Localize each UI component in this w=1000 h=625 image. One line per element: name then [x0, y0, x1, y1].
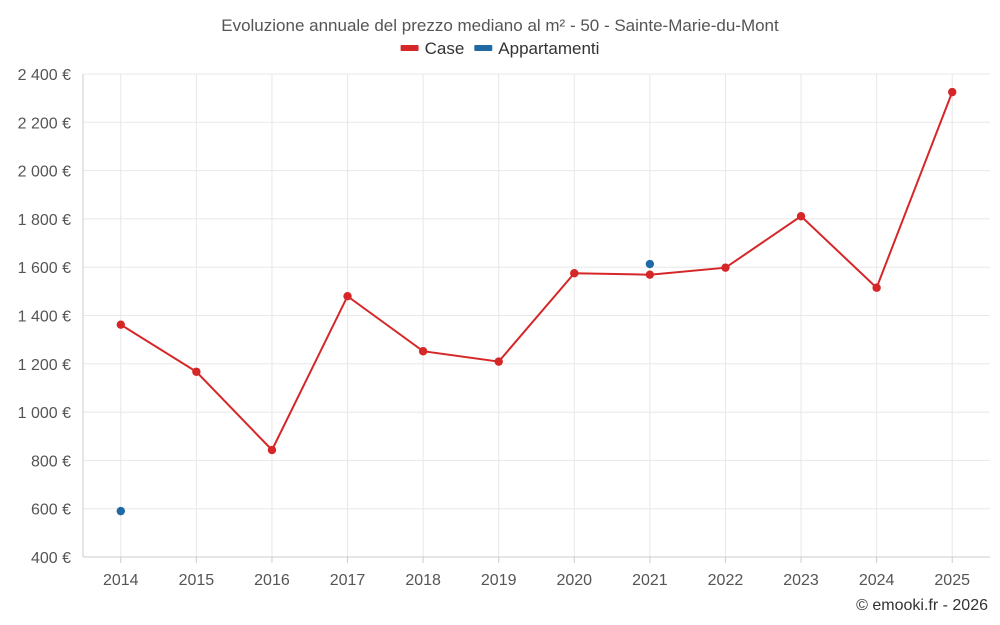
y-tick-label: 400 € [31, 550, 71, 567]
legend-item-appartamenti[interactable]: Appartamenti [474, 39, 599, 58]
x-tick-label: 2017 [330, 572, 366, 589]
legend-swatch-appartamenti [474, 45, 493, 51]
data-point-case[interactable] [872, 283, 881, 292]
y-tick-label: 800 € [31, 453, 71, 470]
legend-label-case: Case [425, 39, 465, 58]
y-tick-label: 1 200 € [18, 357, 71, 374]
y-axis: 400 € 600 € 800 € 1 000 € 1 200 € 1 400 € 1 60… [18, 67, 84, 567]
x-axis: 2014 2015 2016 2017 2018 2019 2020 2021 2022 2023… [83, 556, 990, 589]
series-appartamenti [116, 259, 655, 516]
grid [83, 73, 990, 558]
legend: Case Appartamenti [400, 39, 599, 58]
x-tick-label: 2023 [783, 572, 819, 589]
series [116, 87, 957, 516]
data-point-case[interactable] [948, 87, 957, 97]
data-point-case[interactable] [494, 357, 503, 366]
data-point-case[interactable] [796, 212, 806, 221]
y-tick-label: 1 400 € [18, 309, 71, 326]
legend-item-case[interactable]: Case [400, 39, 465, 58]
data-point-case[interactable] [343, 291, 352, 301]
data-point-case[interactable] [192, 367, 201, 376]
y-tick-label: 2 200 € [18, 115, 71, 132]
data-point-case[interactable] [645, 270, 655, 279]
data-point-case[interactable] [721, 263, 730, 272]
x-tick-label: 2014 [103, 572, 139, 589]
y-tick-label: 1 800 € [18, 212, 71, 229]
data-point-appartamenti[interactable] [116, 506, 125, 516]
y-tick-label: 1 000 € [18, 405, 71, 422]
y-tick-label: 1 600 € [18, 260, 71, 277]
x-tick-label: 2021 [632, 572, 668, 589]
data-point-appartamenti[interactable] [645, 259, 655, 269]
data-point-case[interactable] [267, 445, 277, 455]
x-tick-label: 2025 [934, 572, 970, 589]
series-case [116, 87, 957, 455]
x-tick-label: 2024 [859, 572, 895, 589]
data-point-case[interactable] [116, 320, 125, 329]
data-point-case[interactable] [570, 269, 579, 278]
x-tick-label: 2022 [708, 572, 744, 589]
data-point-case[interactable] [418, 347, 428, 356]
x-tick-label: 2020 [556, 572, 592, 589]
y-tick-label: 2 000 € [18, 164, 71, 181]
chart-title: Evoluzione annuale del prezzo mediano al… [221, 16, 779, 35]
y-tick-label: 600 € [31, 502, 71, 519]
legend-label-appartamenti: Appartamenti [498, 39, 599, 58]
y-tick-label: 2 400 € [18, 67, 71, 84]
x-tick-label: 2019 [481, 572, 517, 589]
x-tick-label: 2018 [405, 572, 441, 589]
legend-swatch-case [400, 45, 419, 51]
x-tick-label: 2015 [179, 572, 215, 589]
credit-text: © emooki.fr - 2026 [856, 597, 988, 614]
x-tick-label: 2016 [254, 572, 290, 589]
series-line-case [120, 91, 954, 452]
